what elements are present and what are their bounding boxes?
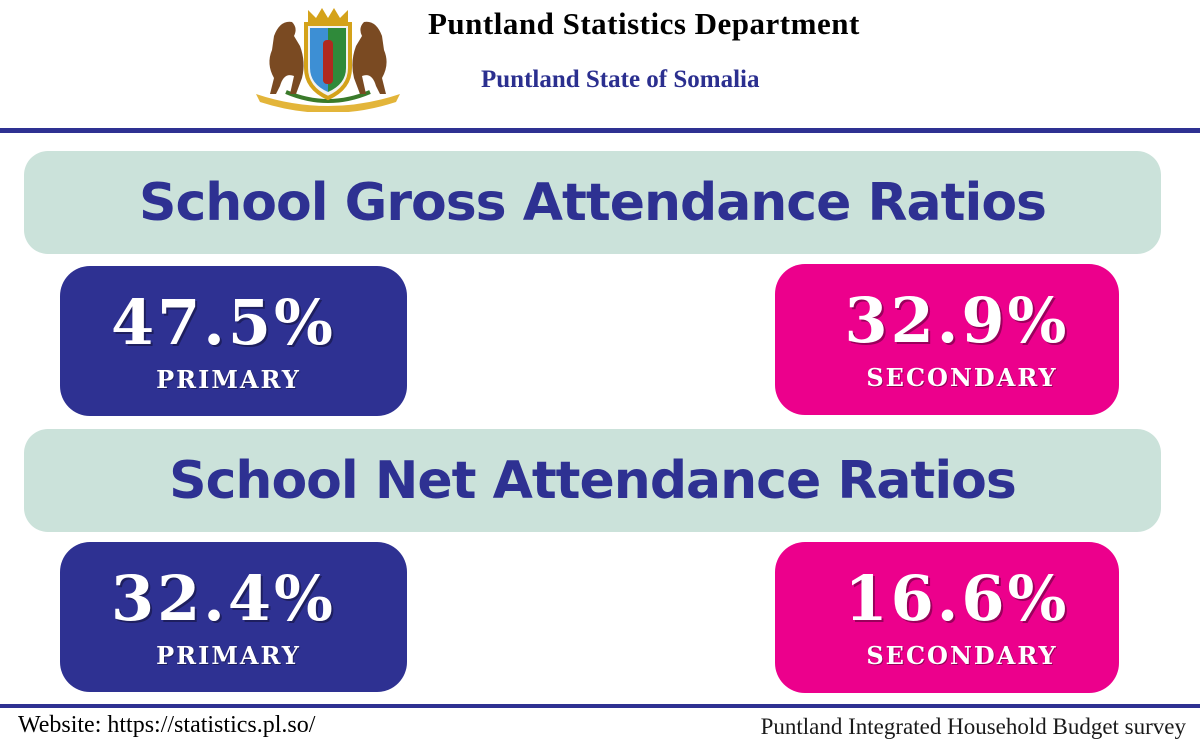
gross-secondary-card: 32.9% SECONDARY: [775, 264, 1119, 415]
gross-attendance-banner: School Gross Attendance Ratios: [24, 151, 1161, 254]
top-divider: [0, 128, 1200, 133]
gross-primary-value: 47.5%: [111, 286, 336, 359]
gross-primary-label: PRIMARY: [156, 365, 301, 394]
net-secondary-card: 16.6% SECONDARY: [775, 542, 1119, 693]
net-secondary-label: SECONDARY: [866, 641, 1058, 670]
page-subtitle: Puntland State of Somalia: [481, 66, 760, 93]
gross-attendance-heading: School Gross Attendance Ratios: [139, 172, 1047, 233]
net-secondary-value: 16.6%: [844, 562, 1070, 635]
coat-of-arms-icon: [246, 6, 410, 113]
net-attendance-banner: School Net Attendance Ratios: [24, 429, 1161, 532]
website-text: Website: https://statistics.pl.so/: [18, 712, 316, 738]
gross-secondary-value: 32.9%: [844, 284, 1070, 357]
bottom-divider: [0, 704, 1200, 708]
gross-primary-card: 47.5% PRIMARY: [60, 266, 407, 416]
net-primary-value: 32.4%: [111, 562, 336, 635]
survey-source-text: Puntland Integrated Household Budget sur…: [760, 714, 1186, 739]
net-attendance-heading: School Net Attendance Ratios: [169, 450, 1017, 511]
page-title: Puntland Statistics Department: [428, 6, 860, 41]
net-primary-label: PRIMARY: [156, 641, 301, 670]
gross-secondary-label: SECONDARY: [866, 363, 1058, 392]
net-primary-card: 32.4% PRIMARY: [60, 542, 407, 692]
